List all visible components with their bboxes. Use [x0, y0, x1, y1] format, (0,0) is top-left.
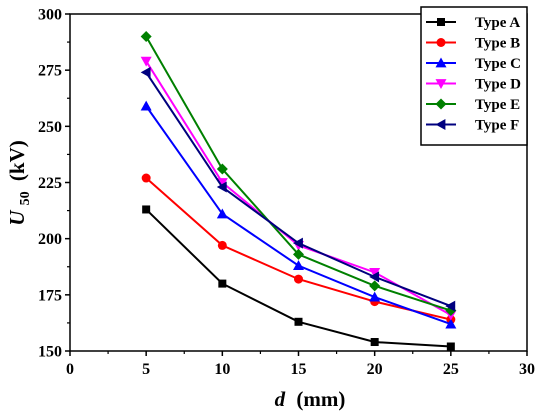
data-point: [445, 300, 456, 312]
data-point: [217, 240, 227, 250]
data-point: [369, 271, 380, 283]
legend-label: Type B: [475, 36, 520, 52]
y-axis-title: U 50 (kV): [5, 140, 34, 226]
data-point: [445, 318, 457, 329]
data-point: [141, 173, 151, 183]
series-line: [145, 105, 452, 325]
data-point: [216, 208, 228, 219]
y-tick-label: 300: [38, 7, 62, 24]
legend-marker: [436, 38, 446, 47]
x-tick-label: 30: [519, 361, 535, 378]
data-point: [369, 267, 381, 278]
legend-marker: [435, 57, 447, 68]
legend-marker: [435, 79, 447, 89]
legend-label: Type F: [475, 118, 519, 134]
x-axis-symbol: d: [275, 387, 286, 411]
series-type-e: [140, 30, 457, 317]
y-tick-label: 175: [38, 287, 62, 304]
y-axis-symbol: U: [5, 209, 29, 226]
data-point: [140, 66, 151, 78]
data-point: [218, 279, 227, 288]
legend-item: Type B: [426, 36, 520, 52]
series-type-b: [141, 173, 456, 325]
data-point: [369, 280, 381, 292]
data-point: [142, 205, 151, 214]
plot-area: [140, 30, 457, 351]
data-point: [293, 237, 303, 249]
x-axis-unit: (mm): [296, 387, 345, 411]
data-point: [293, 260, 304, 271]
data-point: [216, 163, 228, 175]
legend-box: [420, 6, 528, 146]
series-type-a: [142, 205, 455, 351]
y-axis-unit: (kV): [5, 140, 29, 181]
legend-label: Type C: [475, 56, 521, 72]
y-tick-label: 250: [38, 119, 62, 136]
data-point: [369, 291, 381, 302]
data-point: [294, 274, 303, 284]
data-point: [140, 30, 152, 42]
x-tick-label: 5: [142, 361, 150, 378]
y-tick-label: 150: [38, 344, 62, 361]
legend-marker: [435, 98, 447, 110]
series-line: [145, 71, 452, 308]
legend-label: Type D: [475, 77, 521, 93]
data-point: [216, 178, 228, 188]
data-point: [140, 56, 152, 67]
y-tick-label: 200: [38, 231, 62, 248]
x-tick-label: 10: [214, 361, 230, 378]
data-point: [216, 181, 227, 193]
legend-item: Type D: [426, 77, 521, 93]
data-point: [370, 338, 379, 347]
data-point: [293, 248, 304, 260]
legend-marker: [437, 18, 445, 26]
x-tick-label: 15: [291, 361, 307, 378]
series-type-f: [140, 66, 456, 312]
data-point: [294, 317, 303, 326]
axes: 0 5 10 15 20 25 30 150 175 200 225 250 275 300: [38, 7, 535, 379]
legend-item: Type C: [426, 56, 521, 72]
legend-label: Type E: [475, 97, 520, 113]
data-point: [446, 342, 455, 351]
x-tick-label: 25: [443, 361, 459, 378]
x-tick-label: 0: [66, 361, 74, 378]
legend: Type A Type B Type C Type D Type E Type F: [420, 6, 528, 146]
series-type-c: [140, 100, 457, 329]
legend-marker: [435, 119, 446, 130]
legend-item: Type F: [426, 118, 519, 134]
y-axis-subscript: 50: [18, 191, 33, 205]
y-tick-label: 275: [38, 63, 62, 80]
legend-label: Type A: [475, 15, 520, 31]
data-point: [140, 100, 152, 111]
y-tick-label: 225: [38, 175, 62, 192]
x-tick-label: 20: [367, 361, 383, 378]
legend-item: Type E: [426, 97, 520, 113]
x-axis-title: d (mm): [275, 387, 346, 411]
legend-item: Type A: [426, 15, 520, 31]
